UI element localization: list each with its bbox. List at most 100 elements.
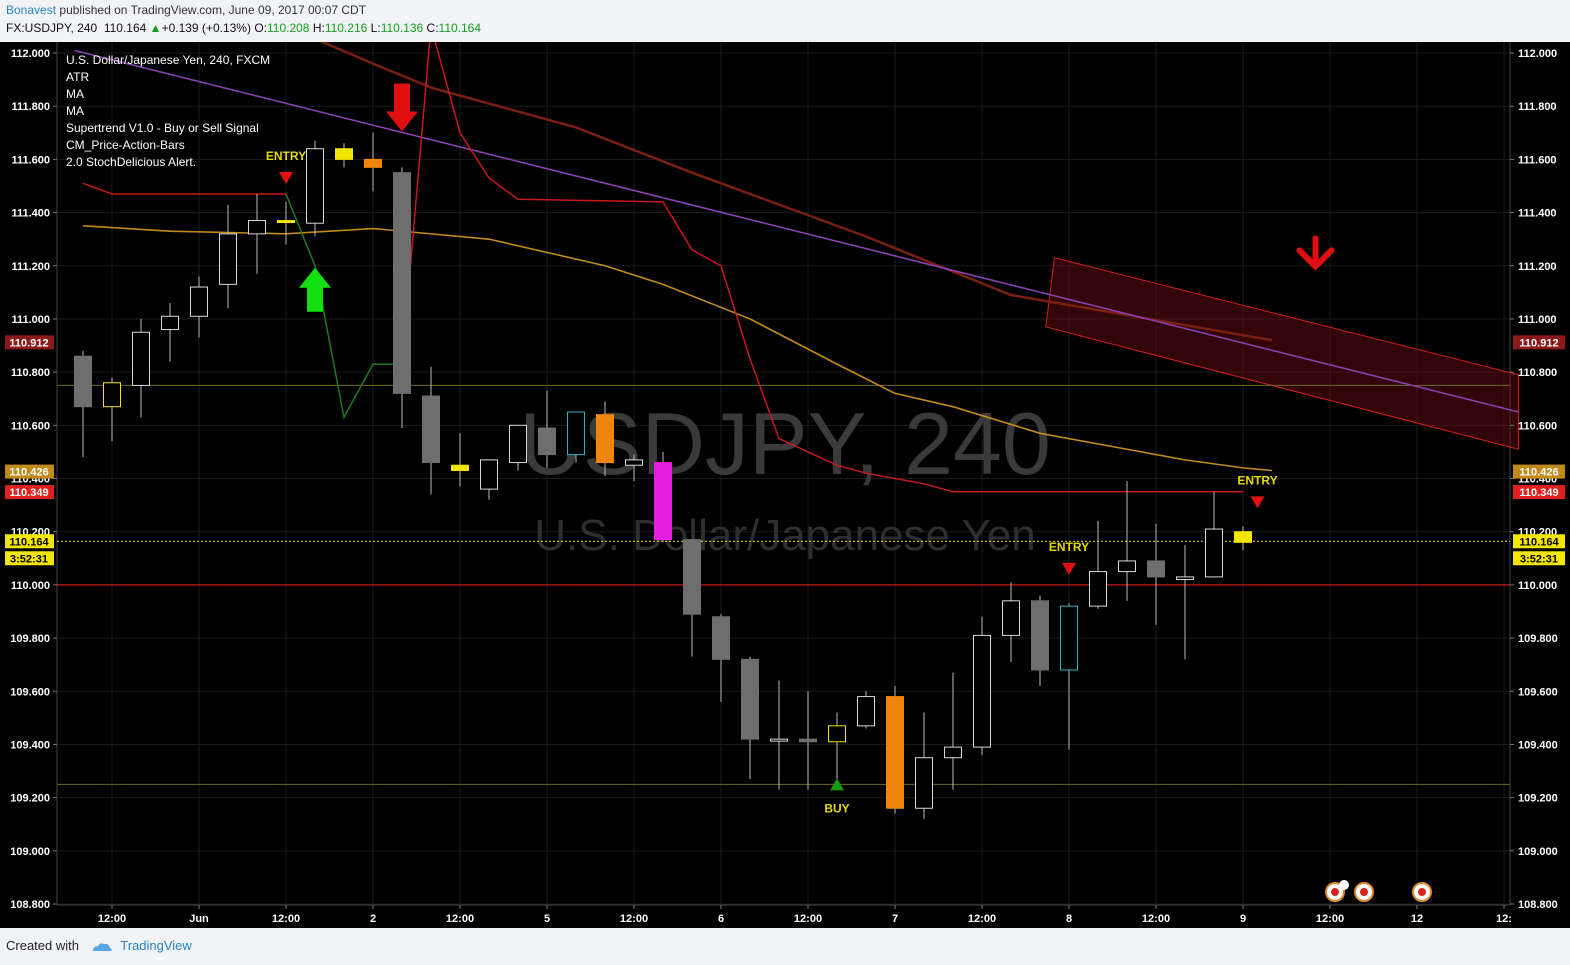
price-tick-label: 111.000	[1518, 314, 1557, 326]
price-tick-label: 111.800	[1518, 101, 1557, 113]
price-axis-left: 112.000 111.800 111.600 111.400 111.200 111.0…	[10, 48, 57, 911]
candle-body	[451, 464, 469, 472]
price-flag-right	[1513, 464, 1565, 479]
legend-item[interactable]: Supertrend V1.0 - Buy or Sell Signal	[66, 121, 259, 135]
event-icon-dot	[1418, 888, 1426, 896]
event-icon	[1412, 882, 1432, 902]
entry-down-triangle-icon	[1062, 562, 1076, 575]
price-tick-label: 111.400	[11, 208, 50, 220]
price-change: +0.139 (+0.13%)	[161, 21, 251, 35]
time-tick-label: 12:00	[1316, 913, 1344, 925]
low-label: L:	[370, 21, 381, 35]
candle-body	[393, 172, 411, 394]
price-tick-label: 109.000	[10, 846, 50, 858]
price-tick-label: 110.800	[1518, 367, 1557, 379]
time-tick-label: 5	[544, 913, 550, 925]
ma-fast-line	[82, 225, 1273, 472]
time-tick-label: 9	[1240, 913, 1246, 925]
price-tick-label: 112.000	[1518, 48, 1557, 60]
candle-body	[248, 220, 266, 235]
time-tick-label: 7	[892, 913, 898, 925]
us-flag-event-icon	[1325, 882, 1345, 902]
candle-body	[1147, 560, 1165, 578]
time-tick-label: 2	[370, 913, 376, 925]
price-tick-label: 111.400	[1518, 208, 1557, 220]
supertrend-line	[82, 182, 286, 195]
us-flag-event-icon-dot	[1331, 888, 1339, 896]
price-tick-label: 111.800	[11, 101, 50, 113]
up-triangle-icon: ▲	[149, 21, 162, 35]
time-tick-label: 12	[1411, 913, 1423, 925]
candle-body	[422, 395, 440, 464]
time-tick-label: 8	[1066, 913, 1072, 925]
candle-body	[683, 539, 701, 615]
countdown-flag-left	[5, 551, 54, 566]
price-flag-left	[5, 335, 54, 350]
price-flag-right	[1513, 534, 1565, 549]
buy-label: BUY	[824, 801, 849, 815]
candle-body	[625, 459, 643, 466]
open-value: 110.208	[266, 21, 310, 35]
time-tick-label: 12:	[1496, 913, 1512, 925]
time-axis: 12:00 Jun 12:00 2 12:00 5 12:00 6 12:00 7 12:00 8 12…	[98, 905, 1512, 925]
countdown-text-left: 3:52:31	[10, 553, 48, 565]
candle-body	[944, 746, 962, 759]
low-value: 110.136	[380, 21, 424, 35]
candle-body	[712, 616, 730, 660]
created-with-text: Created with	[6, 938, 79, 953]
candle-body	[1205, 528, 1223, 578]
footer: Created with TradingView	[6, 938, 192, 953]
legend-item[interactable]: MA	[66, 104, 84, 118]
time-tick-label: 12:00	[98, 913, 126, 925]
entry-label: ENTRY	[1049, 540, 1089, 554]
watermark-name: U.S. Dollar/Japanese Yen	[534, 511, 1035, 560]
author-link[interactable]: Bonavest	[6, 3, 57, 17]
price-tick-label: 109.200	[10, 793, 50, 805]
time-tick-label: 12:00	[620, 913, 648, 925]
time-tick-label: 12:00	[446, 913, 474, 925]
price-tick-label: 109.600	[10, 686, 50, 698]
candle-body	[480, 459, 498, 490]
price-tick-label: 111.600	[1518, 154, 1557, 166]
price-tick-label: 112.000	[11, 48, 50, 60]
legend-item[interactable]: 2.0 StochDelicious Alert.	[66, 155, 197, 169]
entry-label: ENTRY	[1237, 473, 1277, 487]
candle-body	[1060, 605, 1078, 671]
candle-body	[1002, 600, 1020, 636]
buy-up-triangle-icon	[830, 778, 844, 791]
tradingview-logo-icon	[92, 942, 112, 951]
candle-body	[973, 634, 991, 748]
price-tick-label: 108.800	[1518, 899, 1558, 911]
price-tick-label: 109.400	[10, 739, 50, 751]
price-flag-right	[1513, 485, 1565, 500]
price-tick-label: 109.400	[1518, 739, 1558, 751]
tradingview-link[interactable]: TradingView	[120, 938, 192, 953]
price-tick-label: 110.600	[11, 420, 50, 432]
candle-body	[596, 414, 614, 464]
time-tick-label: 12:00	[794, 913, 822, 925]
legend-item[interactable]: CM_Price-Action-Bars	[66, 138, 185, 152]
legend-item[interactable]: ATR	[66, 70, 90, 84]
legend-item[interactable]: MA	[66, 87, 84, 101]
candle-body	[799, 738, 817, 743]
entry-down-triangle-icon	[1250, 496, 1265, 509]
candle-body	[219, 233, 237, 285]
supertrend-up-line	[285, 193, 402, 420]
price-tick-label: 111.200	[1518, 261, 1557, 273]
entry-label: ENTRY	[266, 149, 306, 163]
legend-item[interactable]: U.S. Dollar/Japanese Yen, 240, FXCM	[66, 53, 271, 67]
candles	[74, 132, 1252, 819]
price-tick-label: 108.800	[10, 899, 50, 911]
chart-area[interactable]: USDJPY, 240 U.S. Dollar/Japanese Yen ENTRY…	[0, 42, 1570, 928]
price-tick-label: 109.200	[1518, 793, 1558, 805]
trendline	[74, 49, 1519, 413]
publish-text: published on TradingView.com, June 09, 2…	[59, 3, 367, 17]
event-count-badge	[1339, 880, 1349, 890]
high-label: H:	[312, 21, 325, 35]
indicator-legend: U.S. Dollar/Japanese Yen, 240, FXCM ATR …	[66, 52, 270, 171]
candle-body	[567, 411, 585, 456]
last-price: 110.164	[103, 21, 147, 35]
price-flag-right-text: 110.349	[1519, 487, 1558, 499]
time-tick-label: 12:00	[272, 913, 300, 925]
